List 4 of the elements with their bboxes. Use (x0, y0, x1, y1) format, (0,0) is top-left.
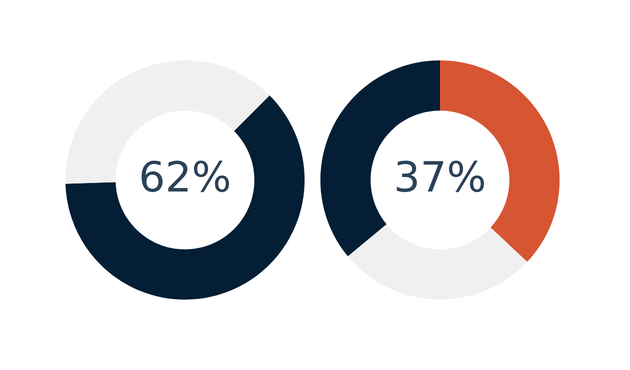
text: 37% (396, 160, 484, 192)
text: 62% (142, 160, 230, 192)
donut-slice (348, 224, 528, 300)
donut-slice (65, 95, 305, 300)
